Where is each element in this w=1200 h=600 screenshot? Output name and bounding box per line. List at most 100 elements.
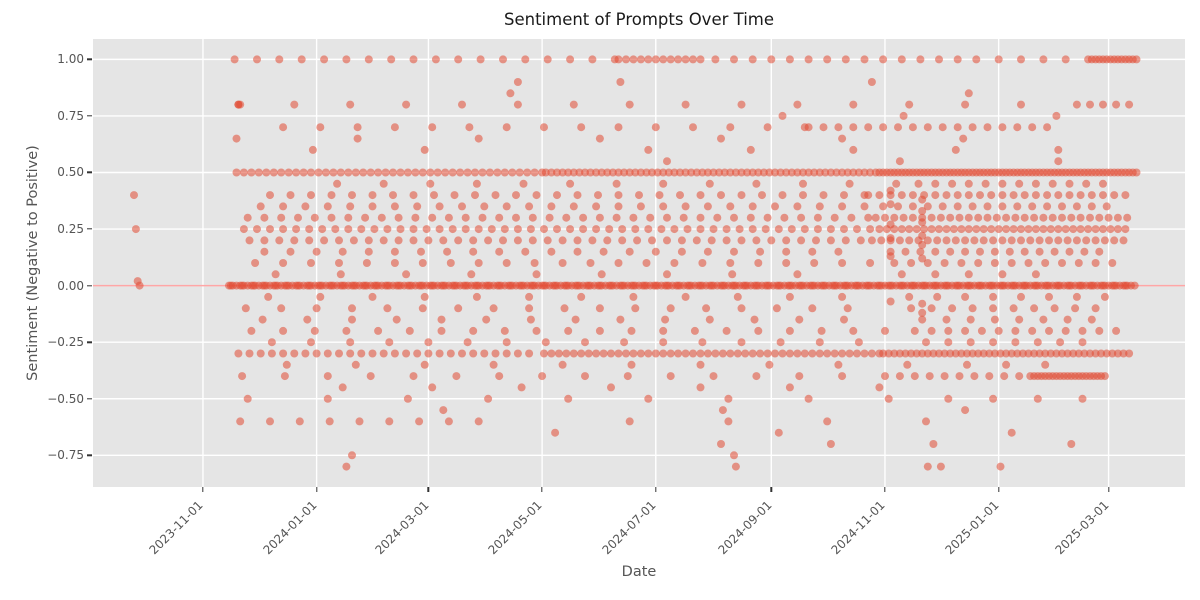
data-point xyxy=(303,315,312,324)
data-point xyxy=(936,213,945,222)
data-point xyxy=(903,360,912,369)
data-point xyxy=(961,247,970,256)
data-point xyxy=(948,179,957,188)
data-point xyxy=(733,349,742,358)
data-point xyxy=(558,360,567,369)
data-point xyxy=(290,100,299,109)
data-point xyxy=(1123,213,1132,222)
y-tick-label: 0.50 xyxy=(57,165,84,180)
data-point xyxy=(612,179,621,188)
data-point xyxy=(379,236,388,245)
data-point xyxy=(571,315,580,324)
data-point xyxy=(381,168,390,177)
data-point xyxy=(894,123,902,132)
data-point xyxy=(795,372,804,381)
data-point xyxy=(480,349,489,358)
data-point xyxy=(877,236,886,245)
data-point xyxy=(957,349,966,358)
data-point xyxy=(696,191,705,200)
data-point xyxy=(977,326,986,335)
data-point xyxy=(1104,213,1113,222)
data-point xyxy=(335,236,343,245)
data-point xyxy=(726,349,735,358)
data-point xyxy=(553,191,561,200)
data-point xyxy=(405,281,414,290)
data-point xyxy=(346,202,355,211)
data-point xyxy=(853,225,861,234)
data-point xyxy=(884,394,893,403)
data-point xyxy=(922,338,930,347)
data-point xyxy=(767,236,776,245)
data-point xyxy=(584,281,593,290)
data-point xyxy=(471,191,479,200)
data-point xyxy=(819,281,828,290)
data-point xyxy=(957,225,966,234)
data-point xyxy=(636,349,645,358)
data-point xyxy=(881,326,889,335)
data-point xyxy=(1052,349,1061,358)
data-point xyxy=(1121,281,1130,290)
data-point xyxy=(1086,100,1094,109)
x-tick-label: 2025-03-01 xyxy=(1052,498,1112,558)
data-point xyxy=(918,254,927,263)
data-point xyxy=(456,168,465,177)
data-point xyxy=(474,417,483,426)
data-point xyxy=(1119,236,1128,245)
data-point xyxy=(998,179,1007,188)
data-point xyxy=(564,168,573,177)
data-point xyxy=(651,281,660,290)
data-point xyxy=(780,213,789,222)
data-point xyxy=(1024,349,1033,358)
data-point xyxy=(785,281,794,290)
data-point xyxy=(390,349,399,358)
y-tick-mark xyxy=(87,58,92,61)
data-point xyxy=(409,191,418,200)
data-point xyxy=(517,281,526,290)
data-point xyxy=(629,55,638,64)
data-point xyxy=(748,55,757,64)
data-point xyxy=(724,417,733,426)
data-point xyxy=(853,349,861,358)
data-point xyxy=(879,202,888,211)
data-point xyxy=(845,179,854,188)
data-point xyxy=(935,55,943,64)
data-point xyxy=(269,168,278,177)
data-point xyxy=(284,168,293,177)
data-point xyxy=(908,202,917,211)
data-point xyxy=(881,213,889,222)
data-point xyxy=(849,100,858,109)
data-point xyxy=(989,394,998,403)
data-point xyxy=(499,55,507,64)
data-point xyxy=(1099,191,1107,200)
data-point xyxy=(718,406,727,415)
data-point xyxy=(530,259,539,267)
data-point xyxy=(959,134,968,143)
data-point xyxy=(655,191,664,200)
data-point xyxy=(1015,372,1024,381)
data-point xyxy=(985,349,994,358)
data-point xyxy=(551,428,560,437)
data-point xyxy=(670,259,679,267)
data-point xyxy=(323,394,332,403)
data-point xyxy=(1046,225,1055,234)
data-point xyxy=(1132,168,1141,177)
data-point xyxy=(905,292,914,301)
data-point xyxy=(264,292,273,301)
data-point xyxy=(491,191,500,200)
data-point xyxy=(625,247,634,256)
data-point xyxy=(525,349,534,358)
data-point xyxy=(661,315,670,324)
data-point xyxy=(437,315,446,324)
x-tick-mark xyxy=(884,487,886,492)
data-point xyxy=(316,292,325,301)
data-point xyxy=(594,191,602,200)
data-point xyxy=(1002,213,1011,222)
scatter-svg xyxy=(93,39,1185,487)
data-point xyxy=(1002,349,1011,358)
data-point xyxy=(243,213,252,222)
data-point xyxy=(1087,191,1096,200)
data-point xyxy=(1039,225,1048,234)
data-point xyxy=(963,360,971,369)
data-point xyxy=(586,259,595,267)
data-point xyxy=(990,247,999,256)
